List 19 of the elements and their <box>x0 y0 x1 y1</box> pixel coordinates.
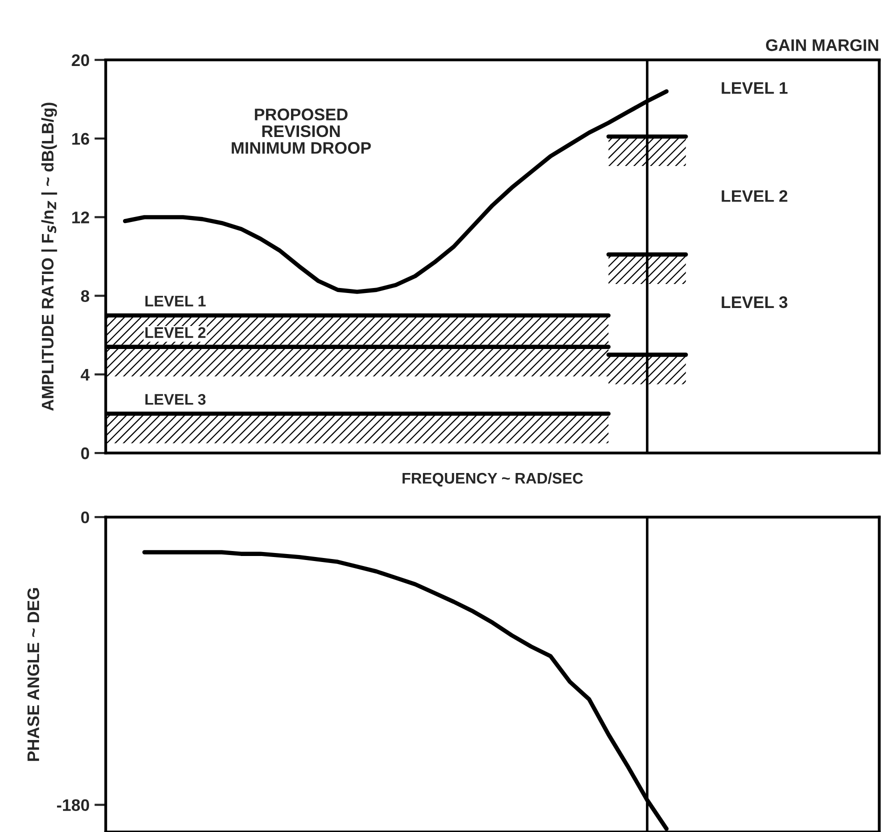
y-tick-label: 0 <box>81 511 90 524</box>
series-label: LEVEL 2 <box>145 327 206 338</box>
text: GAIN MARGIN <box>766 39 878 52</box>
y-tick-label: 8 <box>81 290 90 302</box>
y-tick-label: -180 <box>57 799 90 812</box>
annotation: PROPOSED REVISION MINIMUM DROOP <box>232 108 371 154</box>
series-label: LEVEL 1 <box>145 296 206 306</box>
annotation: LEVEL 3 <box>722 296 788 308</box>
y-tick-label: 16 <box>72 132 90 145</box>
y-tick-label: 12 <box>72 212 90 224</box>
y-tick-label: 0 <box>81 447 90 460</box>
annotation: LEVEL 2 <box>722 190 788 202</box>
series-label: LEVEL 3 <box>145 394 206 405</box>
y-axis-title: PHASE ANGLE ~ DEG <box>27 588 40 761</box>
y-tick-label: 4 <box>80 368 90 380</box>
x-axis-title: FREQUENCY ~ RAD/SEC <box>402 472 583 487</box>
y-axis-title: AMPLITUDE RATIO | F$_{S}$/n$_{Z}$ | ~ dB(LB/g) <box>41 102 58 411</box>
annotation: LEVEL 1 <box>722 82 788 94</box>
y-tick-label: 20 <box>72 54 90 66</box>
